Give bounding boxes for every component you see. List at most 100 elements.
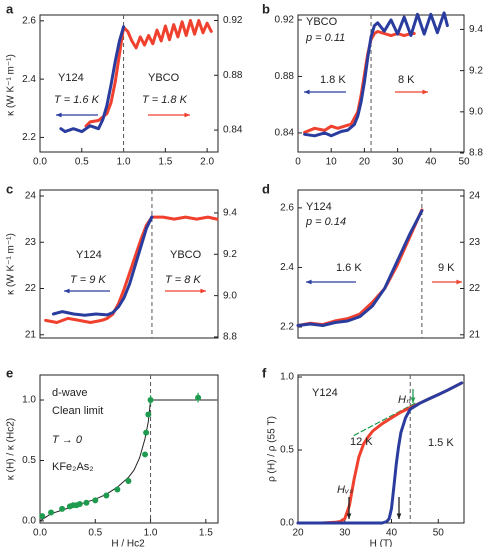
arrow-head bbox=[56, 112, 62, 118]
annotation: d-wave bbox=[52, 387, 87, 399]
data-point bbox=[145, 411, 152, 418]
y2-tick-label: 23 bbox=[469, 237, 481, 248]
data-point bbox=[114, 486, 121, 493]
x-tick-label: 20 bbox=[292, 528, 304, 539]
x-tick-label: 0.5 bbox=[88, 528, 102, 539]
y-tick-label: 1.0 bbox=[280, 372, 294, 383]
data-line bbox=[59, 25, 126, 134]
data-point bbox=[48, 509, 55, 516]
annotation: 9 K bbox=[438, 262, 455, 274]
x-tick-label: 1.0 bbox=[117, 157, 131, 168]
annotation: T → 0 bbox=[52, 434, 83, 446]
data-line bbox=[296, 381, 464, 525]
plot-frame bbox=[297, 14, 465, 153]
annotation: KFe₂As₂ bbox=[52, 461, 94, 473]
y2-tick-label: 22 bbox=[469, 283, 481, 294]
y2-tick-label: 9.2 bbox=[223, 249, 237, 260]
annotation: 12 K bbox=[350, 436, 373, 448]
annotation: Y124 bbox=[76, 249, 102, 261]
arrow-head bbox=[200, 288, 206, 294]
annotation: YBCO bbox=[170, 249, 202, 261]
y-tick-label: 21 bbox=[25, 329, 37, 340]
x-tick-label: 40 bbox=[425, 157, 437, 168]
arrow-head bbox=[64, 288, 70, 294]
data-line bbox=[296, 381, 464, 525]
panel-label: c bbox=[6, 181, 13, 196]
arrow-head bbox=[410, 397, 416, 403]
y-tick-label: 0.0 bbox=[280, 518, 294, 529]
y-tick-label: 0.0 bbox=[22, 516, 36, 527]
x-tick-label: 20 bbox=[359, 157, 371, 168]
y2-tick-label: 0.92 bbox=[223, 15, 243, 26]
annotation: T = 8 K bbox=[165, 274, 201, 286]
annotation: Clean limit bbox=[52, 405, 103, 417]
y2-tick-label: 9.0 bbox=[223, 290, 237, 301]
data-point bbox=[143, 429, 150, 436]
annotation: p = 0.14 bbox=[305, 216, 346, 228]
data-line bbox=[303, 11, 449, 138]
y2-tick-label: 9.4 bbox=[223, 208, 237, 219]
y-tick-label: 2.4 bbox=[22, 74, 36, 85]
y2-tick-label: 9.0 bbox=[469, 106, 483, 117]
annotation: T = 9 K bbox=[70, 274, 106, 286]
plot-frame bbox=[39, 374, 219, 524]
y-tick-label: 2.6 bbox=[280, 203, 294, 214]
data-point bbox=[125, 478, 132, 485]
plot-frame bbox=[39, 189, 219, 339]
annotation: 1.8 K bbox=[320, 74, 346, 86]
panel-label: a bbox=[6, 1, 14, 16]
annotation: YBCO bbox=[148, 72, 180, 84]
annotation: Hₙ bbox=[398, 394, 411, 406]
data-point bbox=[195, 394, 202, 401]
x-tick-label: 0.0 bbox=[33, 528, 47, 539]
y-tick-label: 0.88 bbox=[275, 71, 295, 82]
x-tick-label: 0 bbox=[295, 157, 301, 168]
x-tick-label: 0.0 bbox=[33, 157, 47, 168]
y-axis-label: κ (H) / κ (Hc2) bbox=[6, 418, 17, 480]
annotation: 1.6 K bbox=[336, 262, 362, 274]
data-point bbox=[92, 497, 99, 504]
y2-tick-label: 8.8 bbox=[469, 148, 483, 159]
y-tick-label: 2.4 bbox=[280, 262, 294, 273]
x-tick-label: 30 bbox=[339, 528, 351, 539]
x-tick-label: 50 bbox=[458, 157, 470, 168]
y2-tick-label: 0.88 bbox=[223, 70, 243, 81]
y-tick-label: 0.84 bbox=[275, 128, 295, 139]
annotation: 1.5 K bbox=[428, 437, 454, 449]
y-tick-label: 24 bbox=[25, 191, 37, 202]
y2-tick-label: 8.8 bbox=[223, 332, 237, 343]
panel-label: d bbox=[262, 181, 270, 196]
x-axis-label: H / Hc2 bbox=[111, 539, 145, 547]
panel-label: f bbox=[262, 365, 267, 380]
y-axis-label: κ (W K⁻¹ m⁻¹) bbox=[6, 233, 17, 295]
y2-tick-label: 21 bbox=[469, 329, 481, 340]
panel-label: b bbox=[262, 1, 270, 16]
x-tick-label: 1.5 bbox=[158, 157, 172, 168]
y-tick-label: 1.0 bbox=[22, 395, 36, 406]
annotation: 8 K bbox=[398, 74, 415, 86]
y-tick-label: 0.92 bbox=[275, 15, 295, 26]
annotation: p = 0.11 bbox=[305, 32, 345, 44]
x-tick-label: 30 bbox=[392, 157, 404, 168]
plot-frame bbox=[39, 14, 219, 153]
data-line bbox=[296, 209, 424, 327]
arrow-head bbox=[422, 89, 428, 95]
annotation: Y124 bbox=[306, 201, 332, 213]
arrow-head bbox=[304, 89, 310, 95]
y-tick-label: 0.5 bbox=[280, 445, 294, 456]
x-tick-label: 10 bbox=[326, 157, 338, 168]
y-tick-label: 0.5 bbox=[22, 455, 36, 466]
y2-tick-label: 9.2 bbox=[469, 65, 483, 76]
x-tick-label: 50 bbox=[433, 528, 445, 539]
data-point bbox=[76, 501, 83, 508]
y-tick-label: 23 bbox=[25, 237, 37, 248]
plot-frame bbox=[297, 189, 465, 339]
data-point bbox=[142, 451, 149, 458]
y-tick-label: 22 bbox=[25, 283, 37, 294]
panel-label: e bbox=[6, 365, 13, 380]
annotation: Y124 bbox=[58, 72, 84, 84]
y-tick-label: 2.2 bbox=[280, 322, 294, 333]
x-tick-label: 1.5 bbox=[199, 528, 213, 539]
y2-tick-label: 9.4 bbox=[469, 24, 483, 35]
annotation: T = 1.6 K bbox=[54, 94, 100, 106]
